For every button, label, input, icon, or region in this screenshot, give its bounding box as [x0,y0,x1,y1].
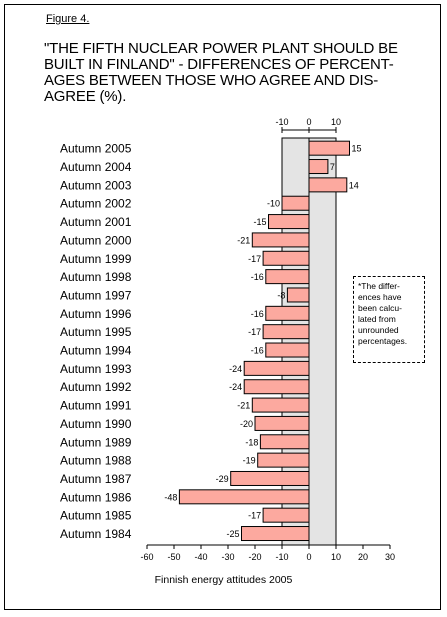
figure-frame [4,4,441,610]
bar [251,397,310,413]
bar [308,159,329,175]
data-label: -21 [237,401,250,411]
bar [265,305,310,321]
x-tick-label: -10 [275,552,288,562]
x-tick-label: 10 [331,552,341,562]
x-tick-label: -30 [221,552,234,562]
top-tick-label: 0 [306,117,311,127]
bar [262,324,310,340]
category-label: Autumn 1992 [60,380,132,394]
category-label: Autumn 1985 [60,509,132,523]
x-tick-label: -40 [194,552,207,562]
category-label: Autumn 1988 [60,454,132,468]
bar [257,452,310,468]
category-label: Autumn 1995 [60,325,132,339]
category-label: Autumn 1989 [60,435,132,449]
bar [262,250,310,266]
chart-title: "THE FIFTH NUCLEAR POWER PLANT SHOULD BE… [44,40,398,105]
top-tick-label: 10 [331,117,341,127]
bar [308,140,350,156]
data-label: -24 [229,382,242,392]
category-label: Autumn 2003 [60,178,132,192]
bar [308,177,348,193]
data-label: -24 [229,364,242,374]
category-label: Autumn 1991 [60,399,132,413]
bar [178,489,310,505]
x-tick-label: -20 [248,552,261,562]
category-label: Autumn 1987 [60,472,132,486]
data-label: -25 [226,529,239,539]
category-label: Autumn 1993 [60,362,132,376]
bar [243,379,310,395]
bar [259,434,310,450]
category-label: Autumn 2001 [60,215,132,229]
bar [265,269,310,285]
top-tick-label: -10 [275,117,288,127]
category-label: Autumn 1986 [60,490,132,504]
bar [286,287,310,303]
category-label: Autumn 1990 [60,417,132,431]
data-label: -20 [240,419,253,429]
bar [230,470,310,486]
figure-label: Figure 4. [46,13,90,25]
bar [262,507,310,523]
data-label: 7 [330,162,335,172]
category-label: Autumn 1997 [60,288,132,302]
bar [268,214,310,230]
data-label: -21 [237,235,250,245]
data-label: -18 [245,437,258,447]
data-label: -16 [251,309,264,319]
category-label: Autumn 1999 [60,252,132,266]
data-label: -15 [253,217,266,227]
data-label: -17 [248,511,261,521]
data-label: -19 [243,456,256,466]
data-label: -17 [248,254,261,264]
category-label: Autumn 1994 [60,344,132,358]
bar [254,415,310,431]
footnote-box: *The differ- ences have been calcu- late… [353,276,425,363]
data-label: -8 [277,290,285,300]
category-label: Autumn 2002 [60,197,132,211]
category-label: Autumn 2000 [60,233,132,247]
x-tick-label: -60 [140,552,153,562]
bar [251,232,310,248]
x-tick-label: 0 [306,552,311,562]
bar [265,342,310,358]
data-label: -17 [248,327,261,337]
category-label: Autumn 1996 [60,307,132,321]
x-tick-label: -50 [167,552,180,562]
category-label: Autumn 1984 [60,527,132,541]
data-label: -48 [164,492,177,502]
footer-source: Finnish energy attitudes 2005 [154,574,293,586]
bar [241,526,310,542]
data-label: 15 [352,144,362,154]
data-label: -10 [267,199,280,209]
data-label: 14 [349,180,359,190]
data-label: -16 [251,346,264,356]
category-label: Autumn 1998 [60,270,132,284]
x-tick-label: 30 [385,552,395,562]
data-label: -29 [216,474,229,484]
x-tick-label: 20 [358,552,368,562]
data-label: -16 [251,272,264,282]
bar [243,360,310,376]
category-label: Autumn 2005 [60,142,132,156]
category-label: Autumn 2004 [60,160,132,174]
bar [281,195,310,211]
